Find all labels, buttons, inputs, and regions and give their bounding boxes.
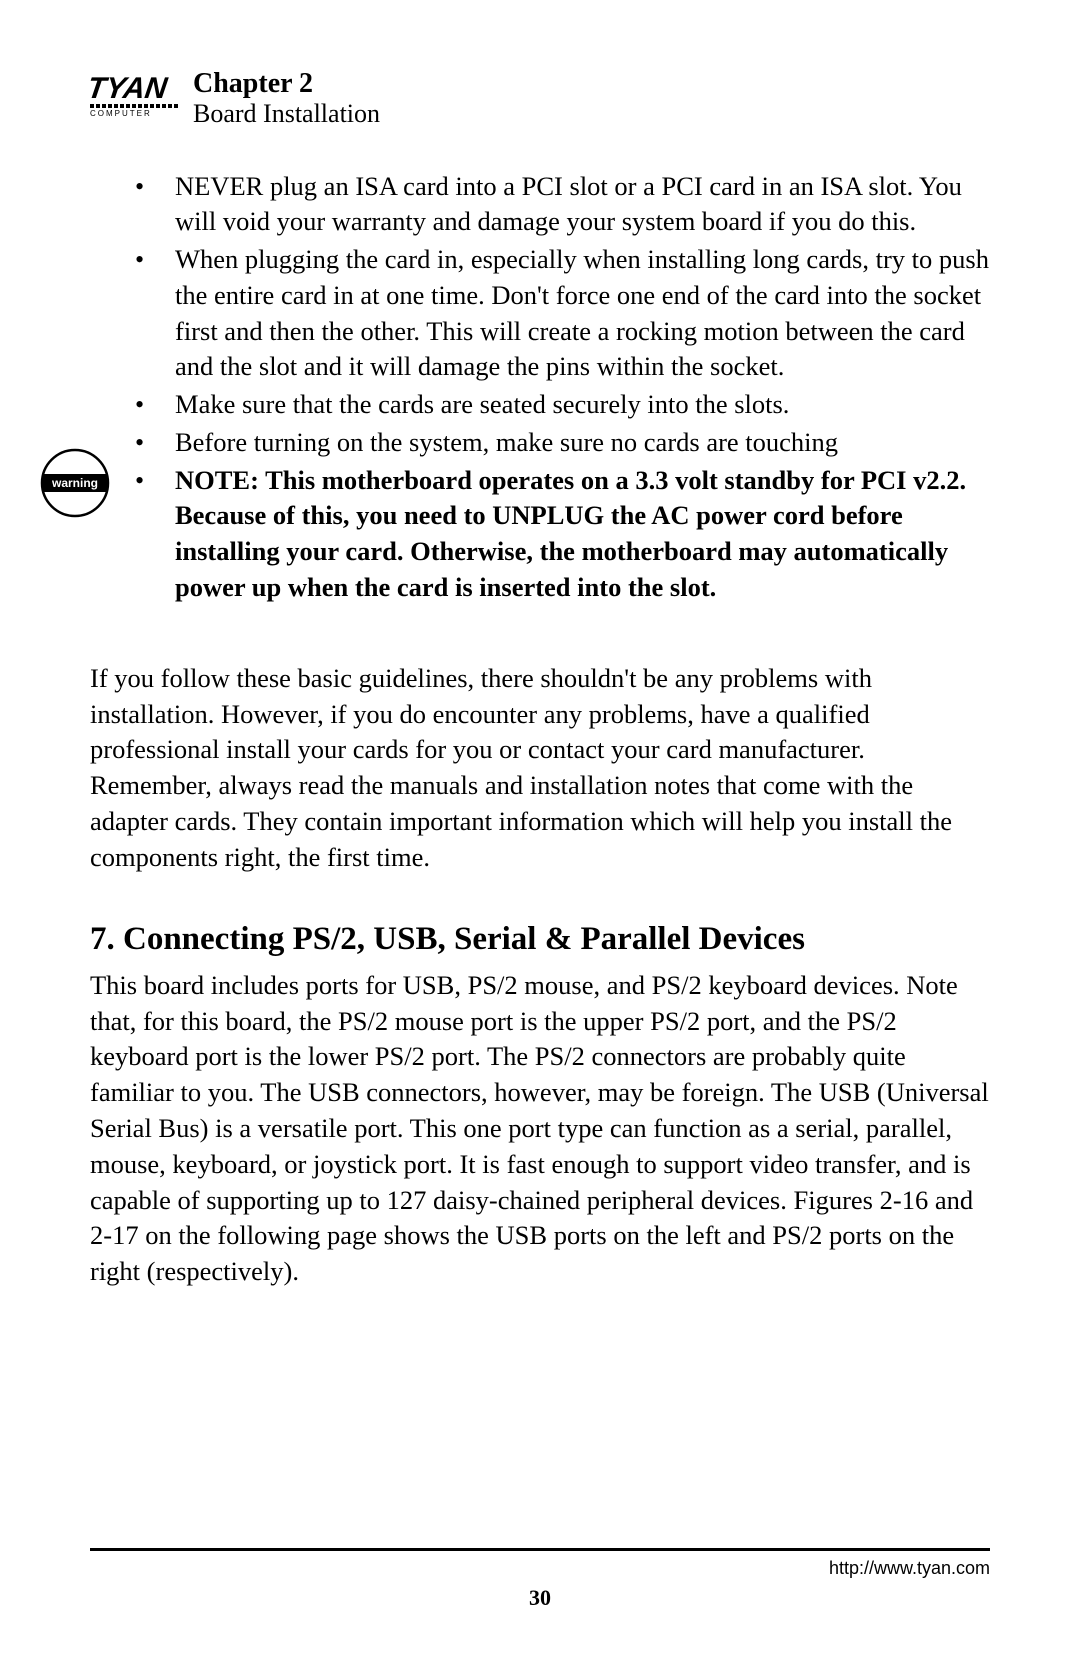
footer-rule bbox=[90, 1548, 990, 1551]
bullet-text: Make sure that the cards are seated secu… bbox=[175, 387, 990, 423]
bullet-text: NEVER plug an ISA card into a PCI slot o… bbox=[175, 169, 990, 241]
tyan-logo-icon: TYAN COMPUTER bbox=[90, 70, 185, 118]
bullet-item: •NOTE: This motherboard operates on a 3.… bbox=[135, 463, 990, 606]
svg-text:TYAN: TYAN bbox=[90, 72, 170, 105]
bullet-dot-icon: • bbox=[135, 463, 175, 498]
section-7-heading: 7. Connecting PS/2, USB, Serial & Parall… bbox=[90, 917, 990, 962]
svg-text:warning: warning bbox=[51, 476, 98, 490]
section-7-body: This board includes ports for USB, PS/2 … bbox=[90, 968, 990, 1290]
logo-subtext: COMPUTER bbox=[90, 109, 152, 118]
page-number: 30 bbox=[0, 1585, 1080, 1611]
bullet-dot-icon: • bbox=[135, 169, 175, 204]
bullet-text: Before turning on the system, make sure … bbox=[175, 425, 990, 461]
footer-url: http://www.tyan.com bbox=[829, 1558, 990, 1579]
chapter-subtitle: Board Installation bbox=[193, 100, 380, 129]
header-text: Chapter 2 Board Installation bbox=[193, 70, 380, 129]
bullet-item: •Make sure that the cards are seated sec… bbox=[135, 387, 990, 423]
bullet-dot-icon: • bbox=[135, 425, 175, 460]
page-header: TYAN COMPUTER Chapter 2 Board Installati… bbox=[90, 70, 990, 129]
bullet-text: NOTE: This motherboard operates on a 3.3… bbox=[175, 463, 990, 606]
bullet-list: •NEVER plug an ISA card into a PCI slot … bbox=[135, 169, 990, 606]
bullet-item: •NEVER plug an ISA card into a PCI slot … bbox=[135, 169, 990, 241]
paragraph-guidelines: If you follow these basic guidelines, th… bbox=[90, 661, 990, 876]
bullet-dot-icon: • bbox=[135, 242, 175, 277]
chapter-title: Chapter 2 bbox=[193, 70, 380, 98]
bullet-dot-icon: • bbox=[135, 387, 175, 422]
bullet-item: •Before turning on the system, make sure… bbox=[135, 425, 990, 461]
body-content: •NEVER plug an ISA card into a PCI slot … bbox=[90, 169, 990, 1290]
warning-icon: warning bbox=[40, 448, 110, 518]
bullet-text: When plugging the card in, especially wh… bbox=[175, 242, 990, 385]
bullet-item: •When plugging the card in, especially w… bbox=[135, 242, 990, 385]
page: TYAN COMPUTER Chapter 2 Board Installati… bbox=[0, 0, 1080, 1669]
